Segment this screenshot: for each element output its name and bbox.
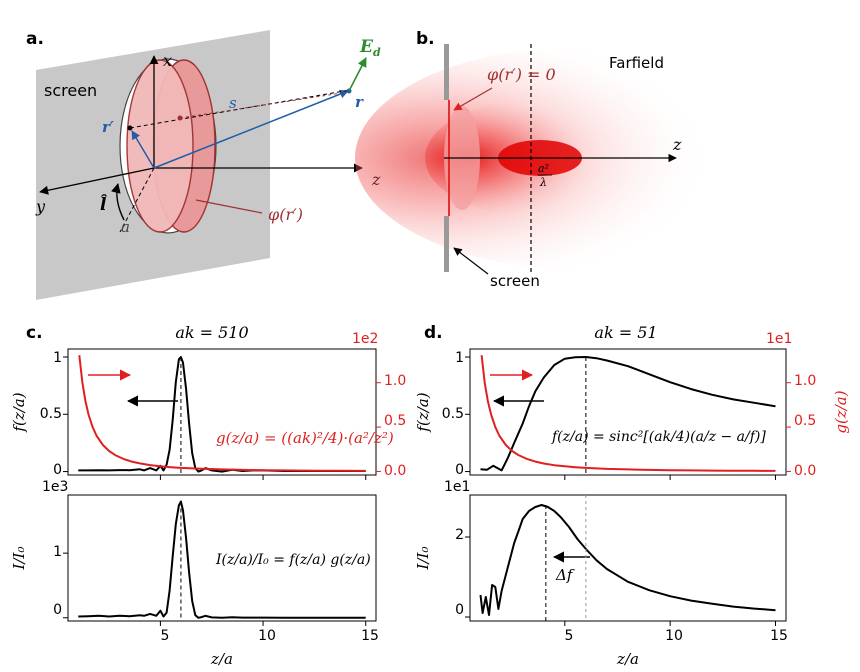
c-bot-ytick: 1 [53,544,62,560]
series-g-line [480,355,776,472]
panel-d-bottom-frame [469,494,787,622]
panel-c-label: c. [26,323,43,343]
panel-c-bottom-frame [67,494,377,622]
c-top-right-tick: 1.0 [384,373,406,389]
d-xlabel: z/a [616,650,639,668]
field-vector-Ed [348,57,367,92]
c-top-ytick: 1 [53,350,62,366]
a-label: a [121,218,130,236]
distance-s-line [129,89,351,129]
d-top-ytick: 0.5 [442,406,464,422]
c-bot-annotation: I(z/a)/I₀ = f(z/a) g(z/a) [215,552,371,568]
panel-c: c. ak = 510 1 0.5 0 1.0 0.5 0.0 1e2 f(z/… [10,323,406,668]
phase-lens [126,59,194,233]
screen-top [444,44,449,100]
r-prime-label: r′ [102,118,114,136]
panel-b-z-label: z [672,135,682,154]
farfield-label: Farfield [609,54,664,72]
panel-c-title: ak = 510 [175,323,248,342]
vector-r [153,89,349,169]
point-r-prime [127,125,133,131]
r-label: r [355,93,364,111]
point-center [177,115,183,121]
panel-b-screen-label: screen [490,272,540,290]
axis-y-arrow [39,167,155,195]
screen-label: screen [44,81,97,100]
panel-d-label: d. [424,323,443,343]
focus-numerator: a² [538,162,549,175]
d-xtick: 10 [665,628,683,644]
series-g-line [78,355,366,472]
c-xtick: 10 [258,628,276,644]
delta-f-label: Δf [555,566,575,584]
panel-b-screen-arrow [453,247,489,275]
c-bot-ytick: 0 [53,602,62,618]
d-top-right-tick: 1.0 [794,373,816,389]
panel-a: a. screen x y z Ed r′ r s l̂ a φ(r′) [26,29,381,300]
panel-d-bottom-plot: 1e1 2 0 5 10 15 z/a I/I₀ Δf [414,479,788,668]
c-top-annotation: g(z/a) = ((ak)²/4)·(a²/z²) [216,429,394,447]
c-xtick: 5 [161,628,170,644]
s-label: s [229,94,237,112]
axis-y-label: y [35,197,46,216]
d-bot-ytick: 2 [455,527,464,543]
c-xlabel: z/a [210,650,233,668]
panel-d-title: ak = 51 [594,323,657,342]
d-bot-ytick: 0 [455,602,464,618]
d-top-ytick: 1 [455,350,464,366]
d-xtick: 5 [565,628,574,644]
panel-d-top-plot: 1 0.5 0 1.0 0.5 0.0 1e1 g(z/a) f(z/a) f(… [414,331,850,480]
phase-leader-line [195,199,263,214]
c-top-ylabel: f(z/a) [10,392,28,432]
panel-d-top-frame [469,348,787,476]
dashed-path [179,91,349,119]
phase-zero-label: φ(r′) = 0 [487,65,556,84]
c-top-right-tick: 0.0 [384,463,406,479]
c-bot-exponent: 1e3 [42,479,68,495]
c-top-right-tick: 0.5 [384,413,406,429]
c-top-right-exponent: 1e2 [352,331,378,347]
d-xtick: 15 [770,628,788,644]
d-bot-ylabel: I/I₀ [414,547,432,571]
series-f-line [480,356,776,472]
screen-bottom [444,216,449,272]
radius-line [119,167,155,233]
panel-a-label: a. [26,29,44,49]
panel-c-top-frame [67,348,377,476]
c-top-ytick: 0 [53,462,62,478]
d-top-annotation: f(z/a) = sinc²[(ak/4)(a/z − a/f)] [551,429,766,445]
d-top-ylabel: f(z/a) [414,392,432,432]
l-hat-arrow [111,183,125,221]
c-bot-ylabel: I/I₀ [10,547,28,571]
d-top-right-tick: 0.0 [794,463,816,479]
panel-c-bottom-plot: 1e3 1 0 5 10 15 z/a I/I₀ I(z/a)/I₀ = f(z… [10,479,379,668]
series-intensity-line [78,500,366,619]
panel-b-label: b. [416,29,435,49]
d-top-right-tick: 0.5 [794,413,816,429]
axis-x-label: x [163,51,172,70]
c-top-ytick: 0.5 [40,406,62,422]
focus-denominator: λ [539,176,547,189]
l-hat-label: l̂ [100,195,107,215]
d-top-right-ylabel: g(z/a) [832,390,850,433]
vector-r-prime [131,130,155,169]
panel-c-top-plot: 1 0.5 0 1.0 0.5 0.0 1e2 f(z/a) g(z/a) = … [10,331,406,480]
c-xtick: 15 [361,628,379,644]
series-intensity-line [479,504,776,616]
d-top-ytick: 0 [455,462,464,478]
Ed-label: Ed [359,37,381,59]
d-top-right-exponent: 1e1 [766,331,792,347]
panel-b: b. z a² λ φ(r′) = 0 Farfield screen [355,29,820,290]
phase-zero-arrow [453,87,493,111]
series-f-line [78,356,366,473]
panel-d: d. ak = 51 1 0.5 0 1.0 0.5 0.0 1e1 g(z/a… [414,323,850,668]
phase-label: φ(r′) [268,205,303,224]
d-bot-exponent: 1e1 [444,479,470,495]
